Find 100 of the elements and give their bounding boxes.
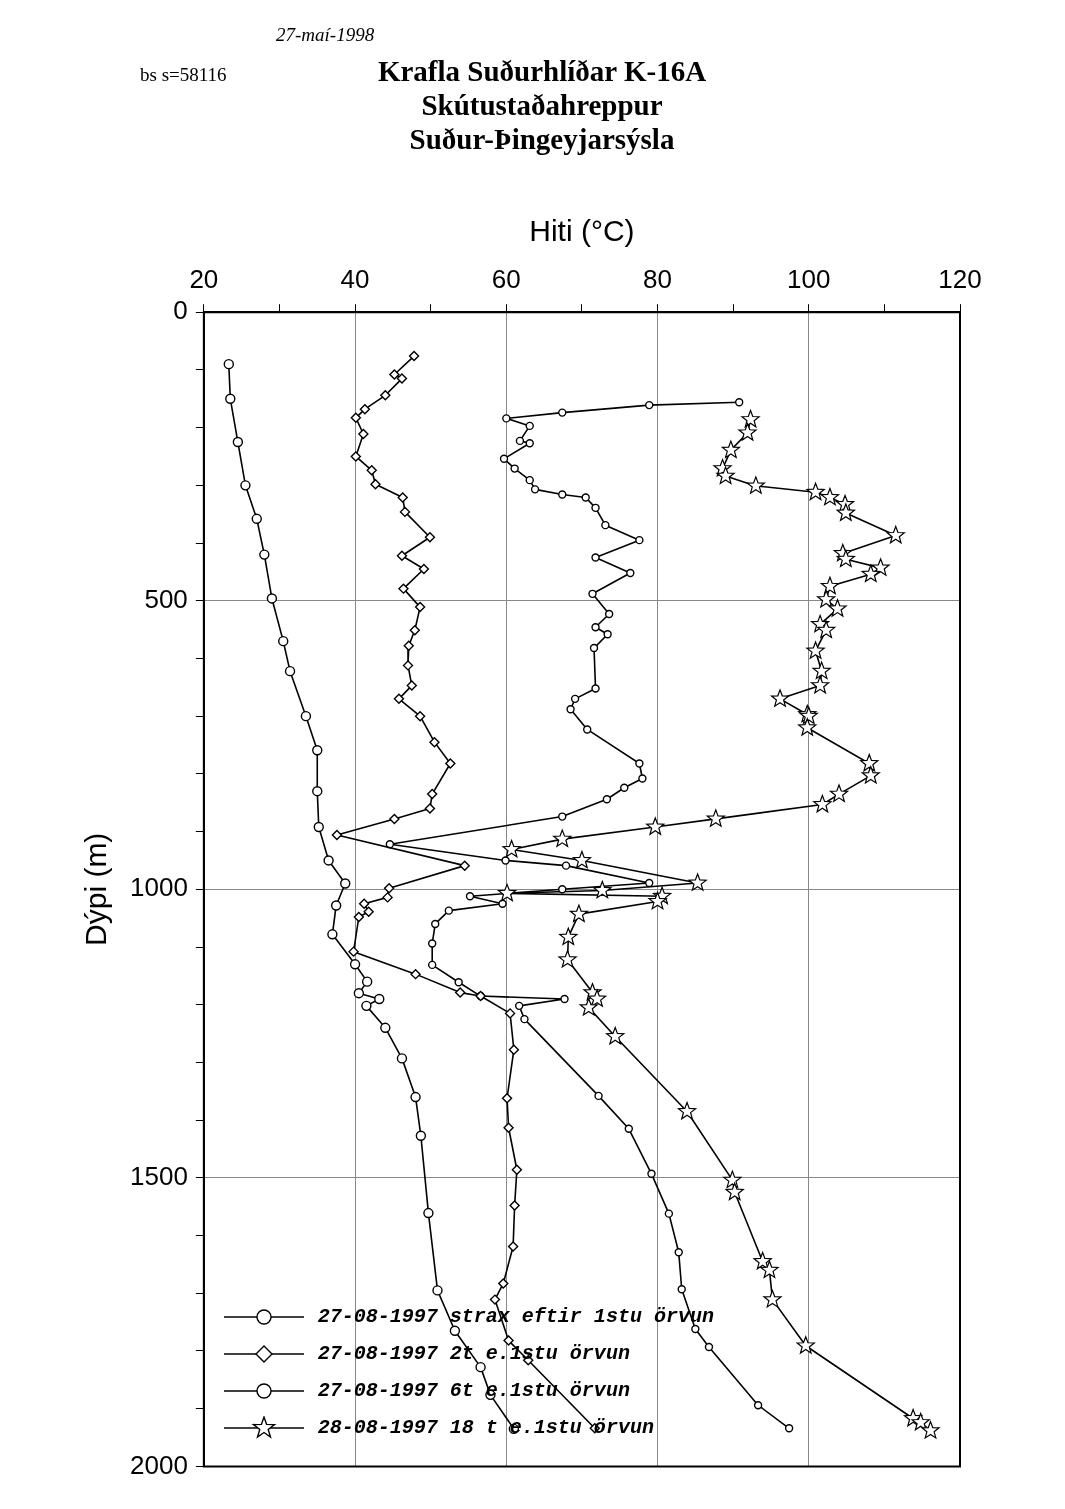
point — [380, 1022, 391, 1033]
point — [398, 583, 409, 594]
point — [501, 1093, 513, 1104]
point — [647, 1169, 656, 1179]
point — [581, 493, 590, 502]
point — [677, 1101, 697, 1120]
y-tick-label: 500 — [144, 583, 188, 614]
point — [361, 976, 373, 987]
point — [620, 783, 629, 792]
point — [635, 535, 644, 545]
point — [735, 398, 744, 407]
point — [796, 1336, 815, 1354]
y-tick-label: 1500 — [130, 1161, 188, 1192]
point — [427, 788, 438, 800]
point — [408, 350, 420, 362]
point — [721, 440, 741, 459]
point — [374, 993, 385, 1005]
point — [410, 1091, 421, 1103]
point — [591, 684, 600, 693]
point — [579, 998, 598, 1016]
point — [798, 718, 817, 736]
x-tick-label: 120 — [938, 263, 982, 294]
point — [259, 549, 270, 560]
point — [414, 601, 426, 613]
point — [525, 439, 534, 448]
point — [507, 1241, 519, 1252]
point — [763, 1290, 782, 1308]
point — [525, 475, 534, 485]
point — [624, 1124, 633, 1133]
point — [399, 506, 411, 518]
point — [741, 409, 760, 428]
point — [348, 946, 359, 957]
point — [558, 950, 577, 968]
point — [606, 1026, 625, 1045]
point — [716, 466, 735, 484]
point — [428, 939, 437, 948]
point — [594, 1091, 603, 1101]
point — [603, 630, 612, 639]
point — [498, 899, 507, 908]
point — [359, 403, 371, 415]
text: 27-maí-1998 — [276, 24, 375, 46]
point — [688, 873, 707, 891]
point — [638, 774, 647, 783]
point — [706, 809, 725, 827]
point — [300, 710, 312, 722]
point — [587, 989, 607, 1007]
point — [358, 428, 369, 440]
point — [511, 1164, 523, 1175]
point — [444, 906, 454, 915]
point — [383, 882, 395, 894]
point — [723, 1170, 742, 1189]
point — [886, 525, 905, 544]
point — [432, 1285, 443, 1296]
point — [363, 906, 374, 918]
point — [223, 358, 234, 370]
point — [604, 609, 614, 619]
point — [353, 987, 365, 999]
point — [589, 643, 599, 653]
point — [454, 978, 463, 987]
point — [497, 883, 517, 902]
point — [861, 564, 880, 583]
point — [358, 898, 370, 909]
point — [836, 503, 855, 521]
point — [836, 549, 855, 568]
point — [397, 492, 408, 503]
point — [499, 454, 509, 463]
point — [674, 1248, 683, 1257]
point — [330, 900, 342, 911]
point — [566, 705, 575, 714]
point — [504, 1008, 516, 1019]
point — [266, 593, 278, 604]
point — [424, 532, 436, 543]
point — [520, 1014, 529, 1024]
point — [454, 987, 466, 998]
point — [588, 589, 597, 599]
point — [410, 968, 421, 980]
x-tick-label: 80 — [643, 263, 672, 294]
point — [423, 1207, 434, 1219]
point — [353, 911, 365, 923]
point — [502, 839, 521, 858]
point — [553, 829, 572, 847]
point — [570, 694, 580, 704]
point — [502, 414, 511, 423]
point — [561, 861, 571, 870]
point — [770, 689, 790, 707]
chart-subtitle: Skútustaðahreppur Suður-Þingeyjarsýsla — [408, 88, 676, 156]
point — [449, 1325, 461, 1336]
point — [591, 503, 600, 513]
x-axis-title: Hiti (°C) — [529, 214, 635, 248]
point — [382, 892, 393, 903]
point — [396, 1053, 408, 1064]
point — [350, 412, 362, 424]
point — [817, 620, 836, 639]
point — [331, 829, 343, 841]
point — [313, 821, 324, 833]
point — [406, 680, 417, 691]
point — [327, 929, 338, 940]
chart-title: Krafla Suðurhlíðar K-16A — [376, 54, 708, 88]
point — [572, 850, 592, 869]
point — [626, 568, 635, 578]
